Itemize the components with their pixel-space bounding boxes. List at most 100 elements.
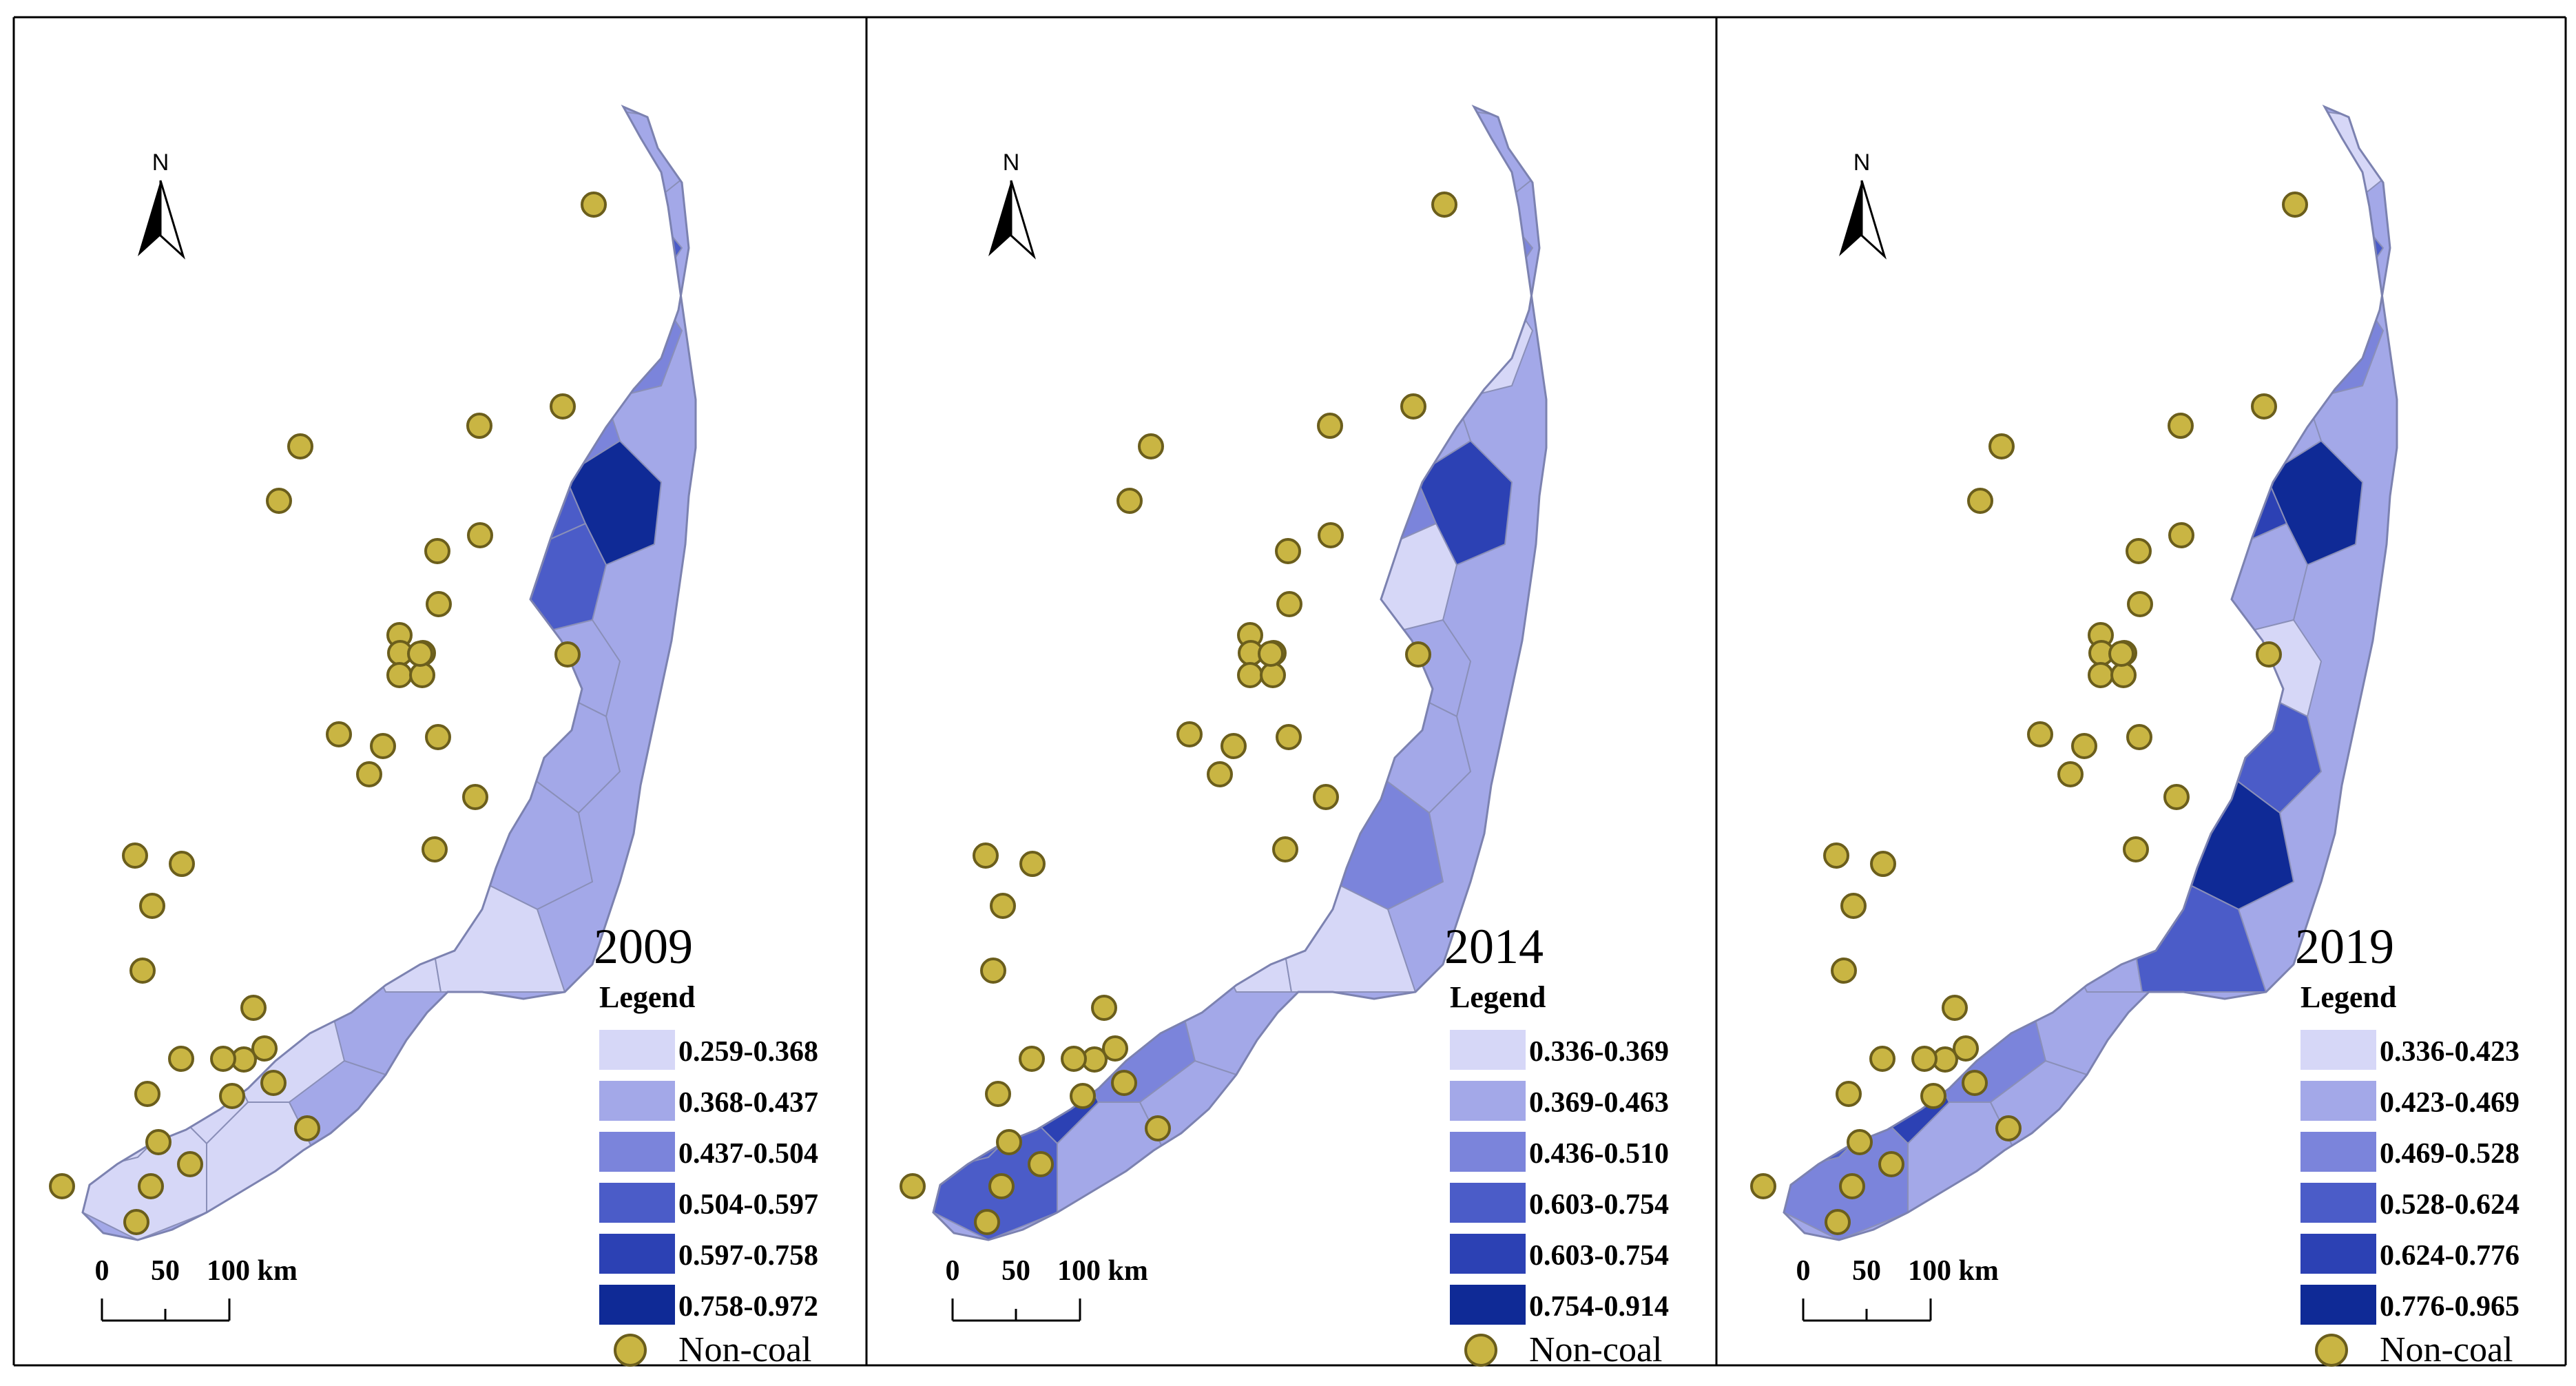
legend-label: 0.597-0.758 [678,1240,818,1272]
noncoal-point [985,1081,1011,1107]
noncoal-point [2071,733,2097,759]
noncoal-point [1840,893,1867,919]
noncoal-point [973,842,999,869]
legend-noncoal-symbol [614,1334,647,1367]
map-region [959,881,1072,979]
noncoal-point [422,836,448,862]
noncoal-points [900,192,1457,1235]
noncoal-point [1920,1083,1946,1109]
noncoal-point [1176,721,1203,747]
map-region [109,881,222,979]
legend-swatch [599,1285,675,1325]
map-region [1056,384,1183,483]
map-region [1824,482,1991,594]
scale-label: 0 [1796,1255,1811,1287]
map-region [1152,701,1279,814]
scale-label: 100 km [1908,1255,1999,1287]
noncoal-point [980,958,1006,984]
noncoal-point [1836,1081,1862,1107]
noncoal-point [2123,836,2149,862]
noncoal-point [1313,784,1339,810]
scale-label: 50 [151,1255,180,1287]
noncoal-point [424,538,450,564]
noncoal-point [2256,641,2282,668]
map-region [315,391,401,484]
map-region [1907,384,2033,483]
noncoal-point [1276,724,1302,750]
noncoal-point [996,1129,1022,1155]
province-outline [1783,104,2398,1241]
noncoal-point [1070,1083,1096,1109]
map-region [1207,522,1334,635]
noncoal-point [554,641,581,668]
choropleth-map [933,107,1546,1240]
noncoal-point [1953,1035,1979,1062]
noncoal-point [1275,538,1301,564]
noncoal-point [219,1083,245,1109]
noncoal-point [138,1173,164,1199]
map-region [289,446,415,552]
legend-noncoal-label: Non-coal [1529,1330,1662,1369]
noncoal-point [407,641,433,667]
scale-label: 0 [95,1255,110,1287]
noncoal-point [251,1035,278,1062]
north-arrow-icon [988,180,1011,256]
north-arrow: N [1839,149,1887,260]
north-arrow: N [138,149,185,260]
noncoal-point [129,958,156,984]
noncoal-point [467,522,493,548]
map-region [1125,798,1238,911]
noncoal-point [139,893,165,919]
noncoal-point [409,662,435,688]
noncoal-point [1221,733,1247,759]
map-region [966,674,1100,772]
noncoal-point [1260,662,1286,688]
noncoal-point [2251,393,2277,420]
map-region [2044,867,2143,993]
noncoal-point [1405,641,1431,668]
legend-label: 0.336-0.369 [1529,1036,1669,1068]
noncoal-point [425,724,451,750]
noncoal-point [2057,761,2084,787]
noncoal-point [1869,1046,1895,1072]
legend-label: 0.528-0.624 [2380,1189,2520,1221]
map-region [1111,894,1224,1007]
noncoal-point [210,1046,236,1072]
legend-noncoal-symbol [2315,1334,2348,1367]
map-region [247,295,428,401]
map-region [1907,825,2006,938]
legend-swatch [599,1132,675,1172]
noncoal-point [2126,538,2152,564]
noncoal-point [49,1173,75,1199]
noncoal-point [2127,591,2153,617]
map-region [2141,591,2254,732]
map-region [2003,701,2130,814]
legend-swatch [1450,1081,1526,1121]
noncoal-point [462,784,488,810]
map-region [536,192,683,298]
map-region [1907,729,2019,842]
map-region [2017,391,2102,484]
legend-label: 0.603-0.754 [1529,1189,1669,1221]
map-region [384,357,525,484]
legend-label: 0.504-0.597 [678,1189,818,1221]
noncoal-point [1019,851,1046,877]
noncoal-point [1111,1070,1137,1096]
noncoal-point [386,662,413,688]
map-region [1948,536,2088,649]
north-label: N [1003,149,1020,176]
noncoal-point [1258,641,1284,667]
map-region [1235,357,1375,484]
scale-bar: 0 50 100 km [946,1255,1148,1322]
noncoal-point [1750,1173,1776,1199]
map-region [439,178,552,304]
legend-swatch [2300,1030,2376,1070]
noncoal-point [370,733,396,759]
map-region [1400,288,1534,401]
map-region [1962,894,2075,1007]
legend-label: 0.758-0.972 [678,1291,818,1323]
noncoal-point [1272,836,1298,862]
map-region [1290,178,1403,304]
noncoal-point [1823,842,1849,869]
legend-noncoal-label: Non-coal [2380,1330,2513,1369]
